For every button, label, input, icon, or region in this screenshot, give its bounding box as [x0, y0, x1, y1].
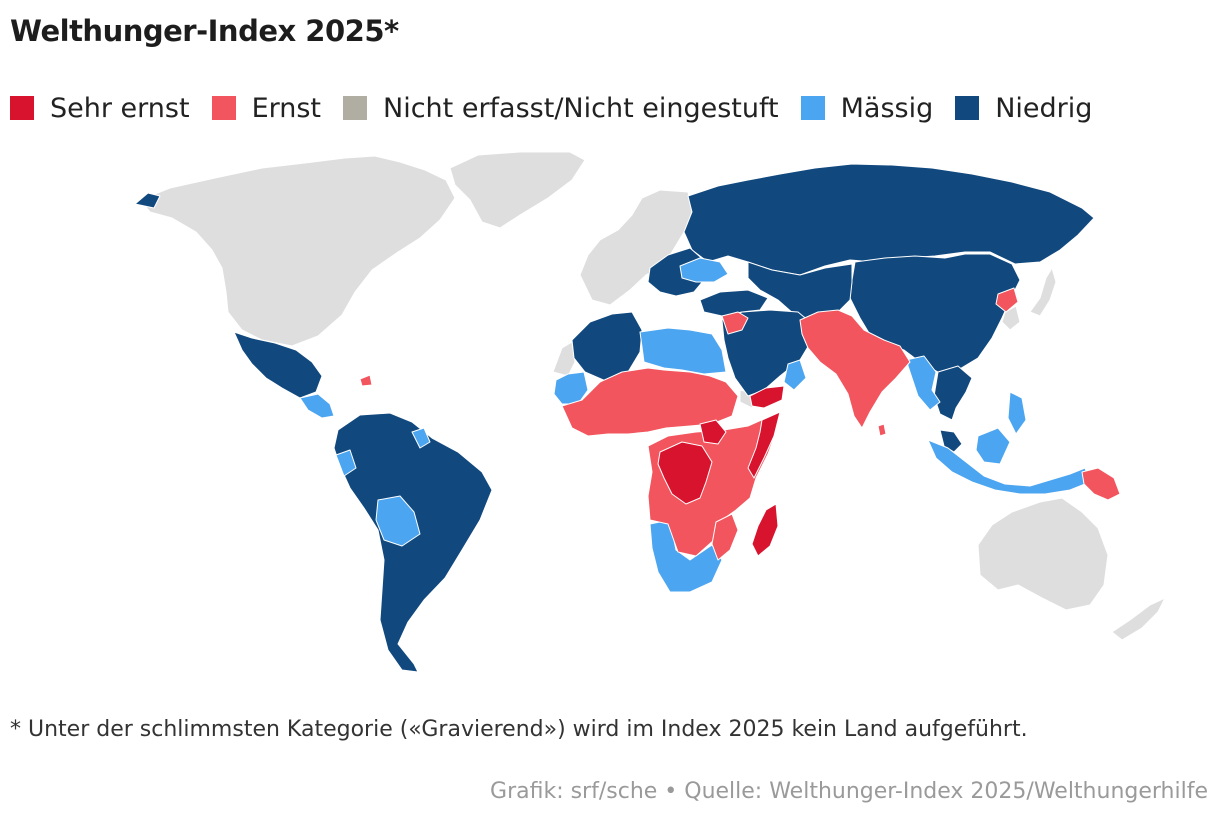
- legend-item-niedrig: Niedrig: [955, 93, 1092, 124]
- region-southeast-asia: [933, 365, 973, 421]
- region-maghreb: [571, 311, 643, 383]
- region-sahel-west-africa: [561, 367, 739, 437]
- legend-label: Sehr ernst: [50, 92, 190, 124]
- region-alaska-island: [134, 192, 161, 209]
- world-map: [134, 151, 1166, 673]
- region-guyana: [411, 427, 431, 449]
- region-papua-new-guinea: [1081, 467, 1121, 501]
- region-new-zealand: [1111, 597, 1166, 641]
- region-sri-lanka: [877, 423, 887, 437]
- legend-label: Nicht erfasst/Nicht eingestuft: [383, 92, 779, 124]
- region-north-korea: [995, 287, 1019, 313]
- region-ukraine: [679, 257, 729, 283]
- legend-swatch: [800, 96, 825, 120]
- region-colombia-ecuador: [335, 449, 357, 477]
- legend: Sehr ernst Ernst Nicht erfasst/Nicht ein…: [10, 90, 1114, 126]
- region-oman-uae: [783, 359, 807, 391]
- region-kazakhstan-central-asia: [747, 261, 853, 321]
- legend-swatch: [955, 96, 980, 120]
- region-sudan-south: [699, 419, 727, 445]
- legend-label: Mässig: [840, 92, 934, 124]
- region-japan: [1029, 267, 1057, 317]
- legend-swatch: [211, 96, 236, 120]
- region-north-africa-east: [639, 327, 727, 375]
- region-borneo-sulawesi: [975, 427, 1011, 465]
- region-turkey-caucasus: [699, 289, 769, 317]
- legend-item-ernst: Ernst: [211, 92, 322, 124]
- legend-label: Ernst: [251, 92, 322, 124]
- legend-item-sehr-ernst: Sehr ernst: [10, 93, 190, 124]
- region-syria-iraq: [721, 311, 749, 335]
- legend-label: Niedrig: [995, 92, 1093, 124]
- region-russia: [683, 163, 1095, 276]
- region-madagascar: [751, 503, 779, 557]
- region-yemen: [749, 385, 785, 409]
- region-china: [849, 253, 1021, 373]
- region-greenland: [449, 151, 586, 229]
- region-indochina: [905, 355, 941, 411]
- region-south-america: [333, 412, 493, 673]
- region-haiti: [359, 374, 373, 387]
- region-somalia: [747, 411, 781, 479]
- footnote: * Unter der schlimmsten Kategorie («Grav…: [10, 717, 1028, 742]
- region-south-asia: [799, 309, 911, 429]
- region-mauritania-mali: [553, 371, 589, 405]
- region-central-america: [299, 393, 335, 419]
- region-australia: [977, 497, 1109, 611]
- source-credit: Grafik: srf/sche • Quelle: Welthunger-In…: [490, 779, 1208, 804]
- chart-title: Welthunger-Index 2025*: [10, 14, 399, 48]
- legend-swatch: [343, 96, 368, 120]
- region-mozambique-malawi: [711, 513, 739, 561]
- legend-item-maessig: Mässig: [800, 92, 934, 124]
- region-north-america: [139, 155, 456, 347]
- legend-swatch: [10, 96, 34, 120]
- region-eastern-europe: [647, 247, 707, 297]
- legend-item-nicht-erfasst: Nicht erfasst/Nicht eingestuft: [343, 93, 779, 124]
- region-dr-congo: [657, 441, 713, 505]
- region-bolivia-paraguay: [375, 495, 421, 547]
- region-philippines: [1007, 391, 1027, 435]
- region-western-sahara: [552, 341, 576, 377]
- region-mexico: [233, 331, 323, 399]
